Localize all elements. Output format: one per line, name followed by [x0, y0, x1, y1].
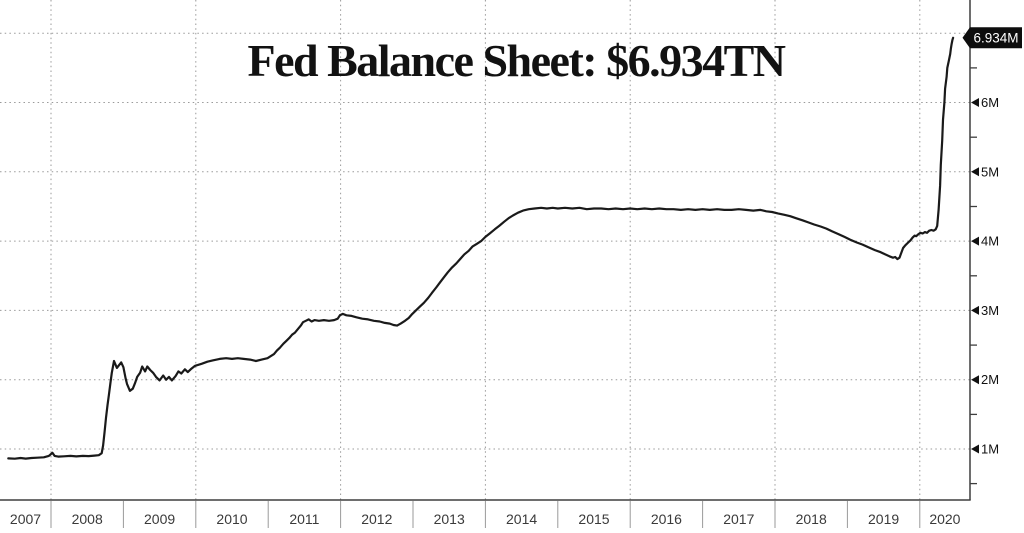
x-axis-year-label: 2014 [506, 511, 537, 527]
x-axis-year-label: 2018 [796, 511, 827, 527]
y-axis-tick-arrow-icon [971, 305, 979, 315]
x-axis-year-label: 2012 [361, 511, 392, 527]
y-axis-tick-arrow-icon [971, 167, 979, 177]
y-axis-tick-arrow-icon [971, 444, 979, 454]
x-axis-year-label: 2016 [651, 511, 682, 527]
x-axis-year-label: 2017 [723, 511, 754, 527]
x-axis-year-label: 2020 [929, 511, 960, 527]
y-axis-ticks [970, 67, 977, 485]
y-axis-tick-label: 5M [981, 164, 999, 179]
chart-title: Fed Balance Sheet: $6.934TN [247, 35, 786, 86]
horizontal-gridlines [0, 32, 970, 450]
last-value-tag-pointer-icon [962, 27, 1022, 49]
y-axis-tick-arrow-icon [971, 375, 979, 385]
last-value-tag-text: 6.934M [973, 30, 1018, 45]
x-axis-year-label: 2007 [10, 511, 41, 527]
y-axis-tick-label: 6M [981, 95, 999, 110]
vertical-gridlines [50, 0, 921, 500]
fed-balance-series-line [7, 36, 955, 460]
x-axis-year-label: 2013 [434, 511, 465, 527]
x-axis-year-label: 2019 [868, 511, 899, 527]
y-axis-tick-label: 2M [981, 372, 999, 387]
y-axis-tick-arrow-icon [971, 98, 979, 107]
x-axis-year-label: 2009 [144, 511, 175, 527]
x-axis-year-label: 2010 [216, 511, 247, 527]
x-axis-year-label: 2011 [289, 511, 319, 527]
x-axis-year-label: 2015 [578, 511, 609, 527]
y-axis-labels: 1M 2M 3M 4M 5M 6M [971, 95, 999, 457]
y-axis-tick-label: 1M [981, 442, 999, 457]
x-axis-year-label: 2008 [72, 511, 103, 527]
y-axis-tick-label: 4M [981, 234, 999, 249]
y-axis-tick-label: 3M [981, 303, 999, 318]
x-axis-year-band: 2007 2008 2009 2010 2011 2012 2013 2014 2015 2016… [10, 501, 961, 528]
last-value-tag: 6.934M [962, 27, 1022, 49]
series-layer [7, 36, 955, 460]
y-axis-tick-arrow-icon [971, 236, 979, 246]
